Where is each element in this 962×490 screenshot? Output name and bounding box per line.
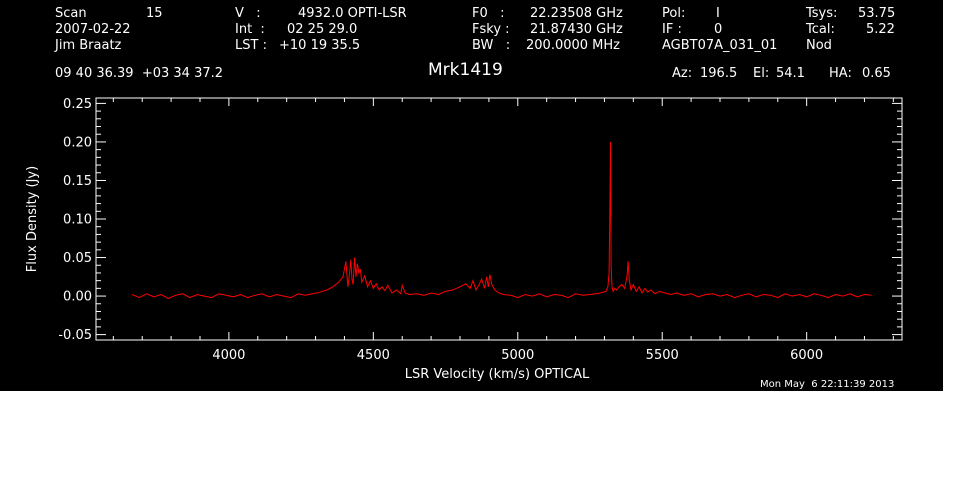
hour-angle-value: 0.65	[862, 66, 891, 81]
velocity-label: V :	[235, 6, 261, 21]
lst-label: LST :	[235, 38, 267, 53]
bandwidth-label: BW :	[472, 38, 511, 53]
y-tick-label: 0.15	[63, 174, 92, 189]
plot-panel	[0, 0, 943, 391]
tcal-value: 5.22	[866, 22, 895, 37]
tsys-value: 53.75	[858, 6, 896, 21]
spectrum-trace	[131, 141, 872, 299]
tcal-label: Tcal:	[806, 22, 835, 37]
x-tick-label: 4000	[212, 348, 245, 363]
x-axis-label: LSR Velocity (km/s) OPTICAL	[405, 367, 590, 382]
procedure-name: Nod	[806, 38, 832, 53]
if-value: 0	[714, 22, 723, 37]
rest-frequency-value: 22.23508 GHz	[530, 6, 623, 21]
azimuth-value: 196.5	[700, 66, 738, 81]
y-tick-label: 0.05	[63, 251, 92, 266]
axis-ticks	[96, 98, 902, 340]
y-tick-label: -0.05	[58, 328, 92, 343]
sky-frequency-value: 21.87430 GHz	[530, 22, 623, 37]
x-tick-label: 4500	[357, 348, 390, 363]
integration-value: 02 25 29.0	[287, 22, 358, 37]
x-tick-label: 6000	[790, 348, 823, 363]
lst-value: +10 19 35.5	[279, 38, 361, 53]
plot-frame	[95, 97, 903, 341]
bandwidth-value: 200.0000 MHz	[526, 38, 620, 53]
y-tick-label: 0.25	[63, 97, 92, 112]
rest-frequency-label: F0 :	[472, 6, 505, 21]
plot-timestamp: Mon May 6 22:11:39 2013	[760, 379, 895, 390]
spectrum-chart: 4000 4500 5000 5500 6000 -0.05 0.00 0.05 0.10 0.1…	[25, 97, 903, 382]
y-tick-label: 0.20	[63, 135, 92, 150]
x-tick-label: 5500	[646, 348, 679, 363]
elevation-value: 54.1	[776, 66, 805, 81]
polarization-value: I	[716, 6, 720, 21]
y-axis-label: Flux Density (Jy)	[25, 166, 40, 272]
project-id: AGBT07A_031_01	[662, 38, 778, 53]
integration-label: Int :	[235, 22, 265, 37]
sky-frequency-label: Fsky :	[472, 22, 510, 37]
observer-name: Jim Braatz	[55, 38, 122, 53]
if-label: IF :	[662, 22, 682, 37]
elevation-label: El:	[753, 66, 770, 81]
observation-date: 2007-02-22	[55, 22, 131, 37]
axis-tick-labels: 4000 4500 5000 5500 6000 -0.05 0.00 0.05 0.10 0.1…	[58, 97, 823, 363]
scan-value: 15	[146, 6, 163, 21]
azimuth-label: Az:	[672, 66, 693, 81]
source-name: Mrk1419	[428, 60, 503, 80]
polarization-label: Pol:	[662, 6, 686, 21]
hour-angle-label: HA:	[829, 66, 852, 81]
x-tick-label: 5000	[501, 348, 534, 363]
velocity-value: 4932.0 OPTI-LSR	[298, 6, 407, 21]
y-tick-label: 0.00	[63, 290, 92, 305]
y-tick-label: 0.10	[63, 213, 92, 228]
scan-label: Scan	[55, 6, 87, 21]
source-coordinates: 09 40 36.39 +03 34 37.2	[55, 66, 224, 81]
tsys-label: Tsys:	[806, 6, 838, 21]
